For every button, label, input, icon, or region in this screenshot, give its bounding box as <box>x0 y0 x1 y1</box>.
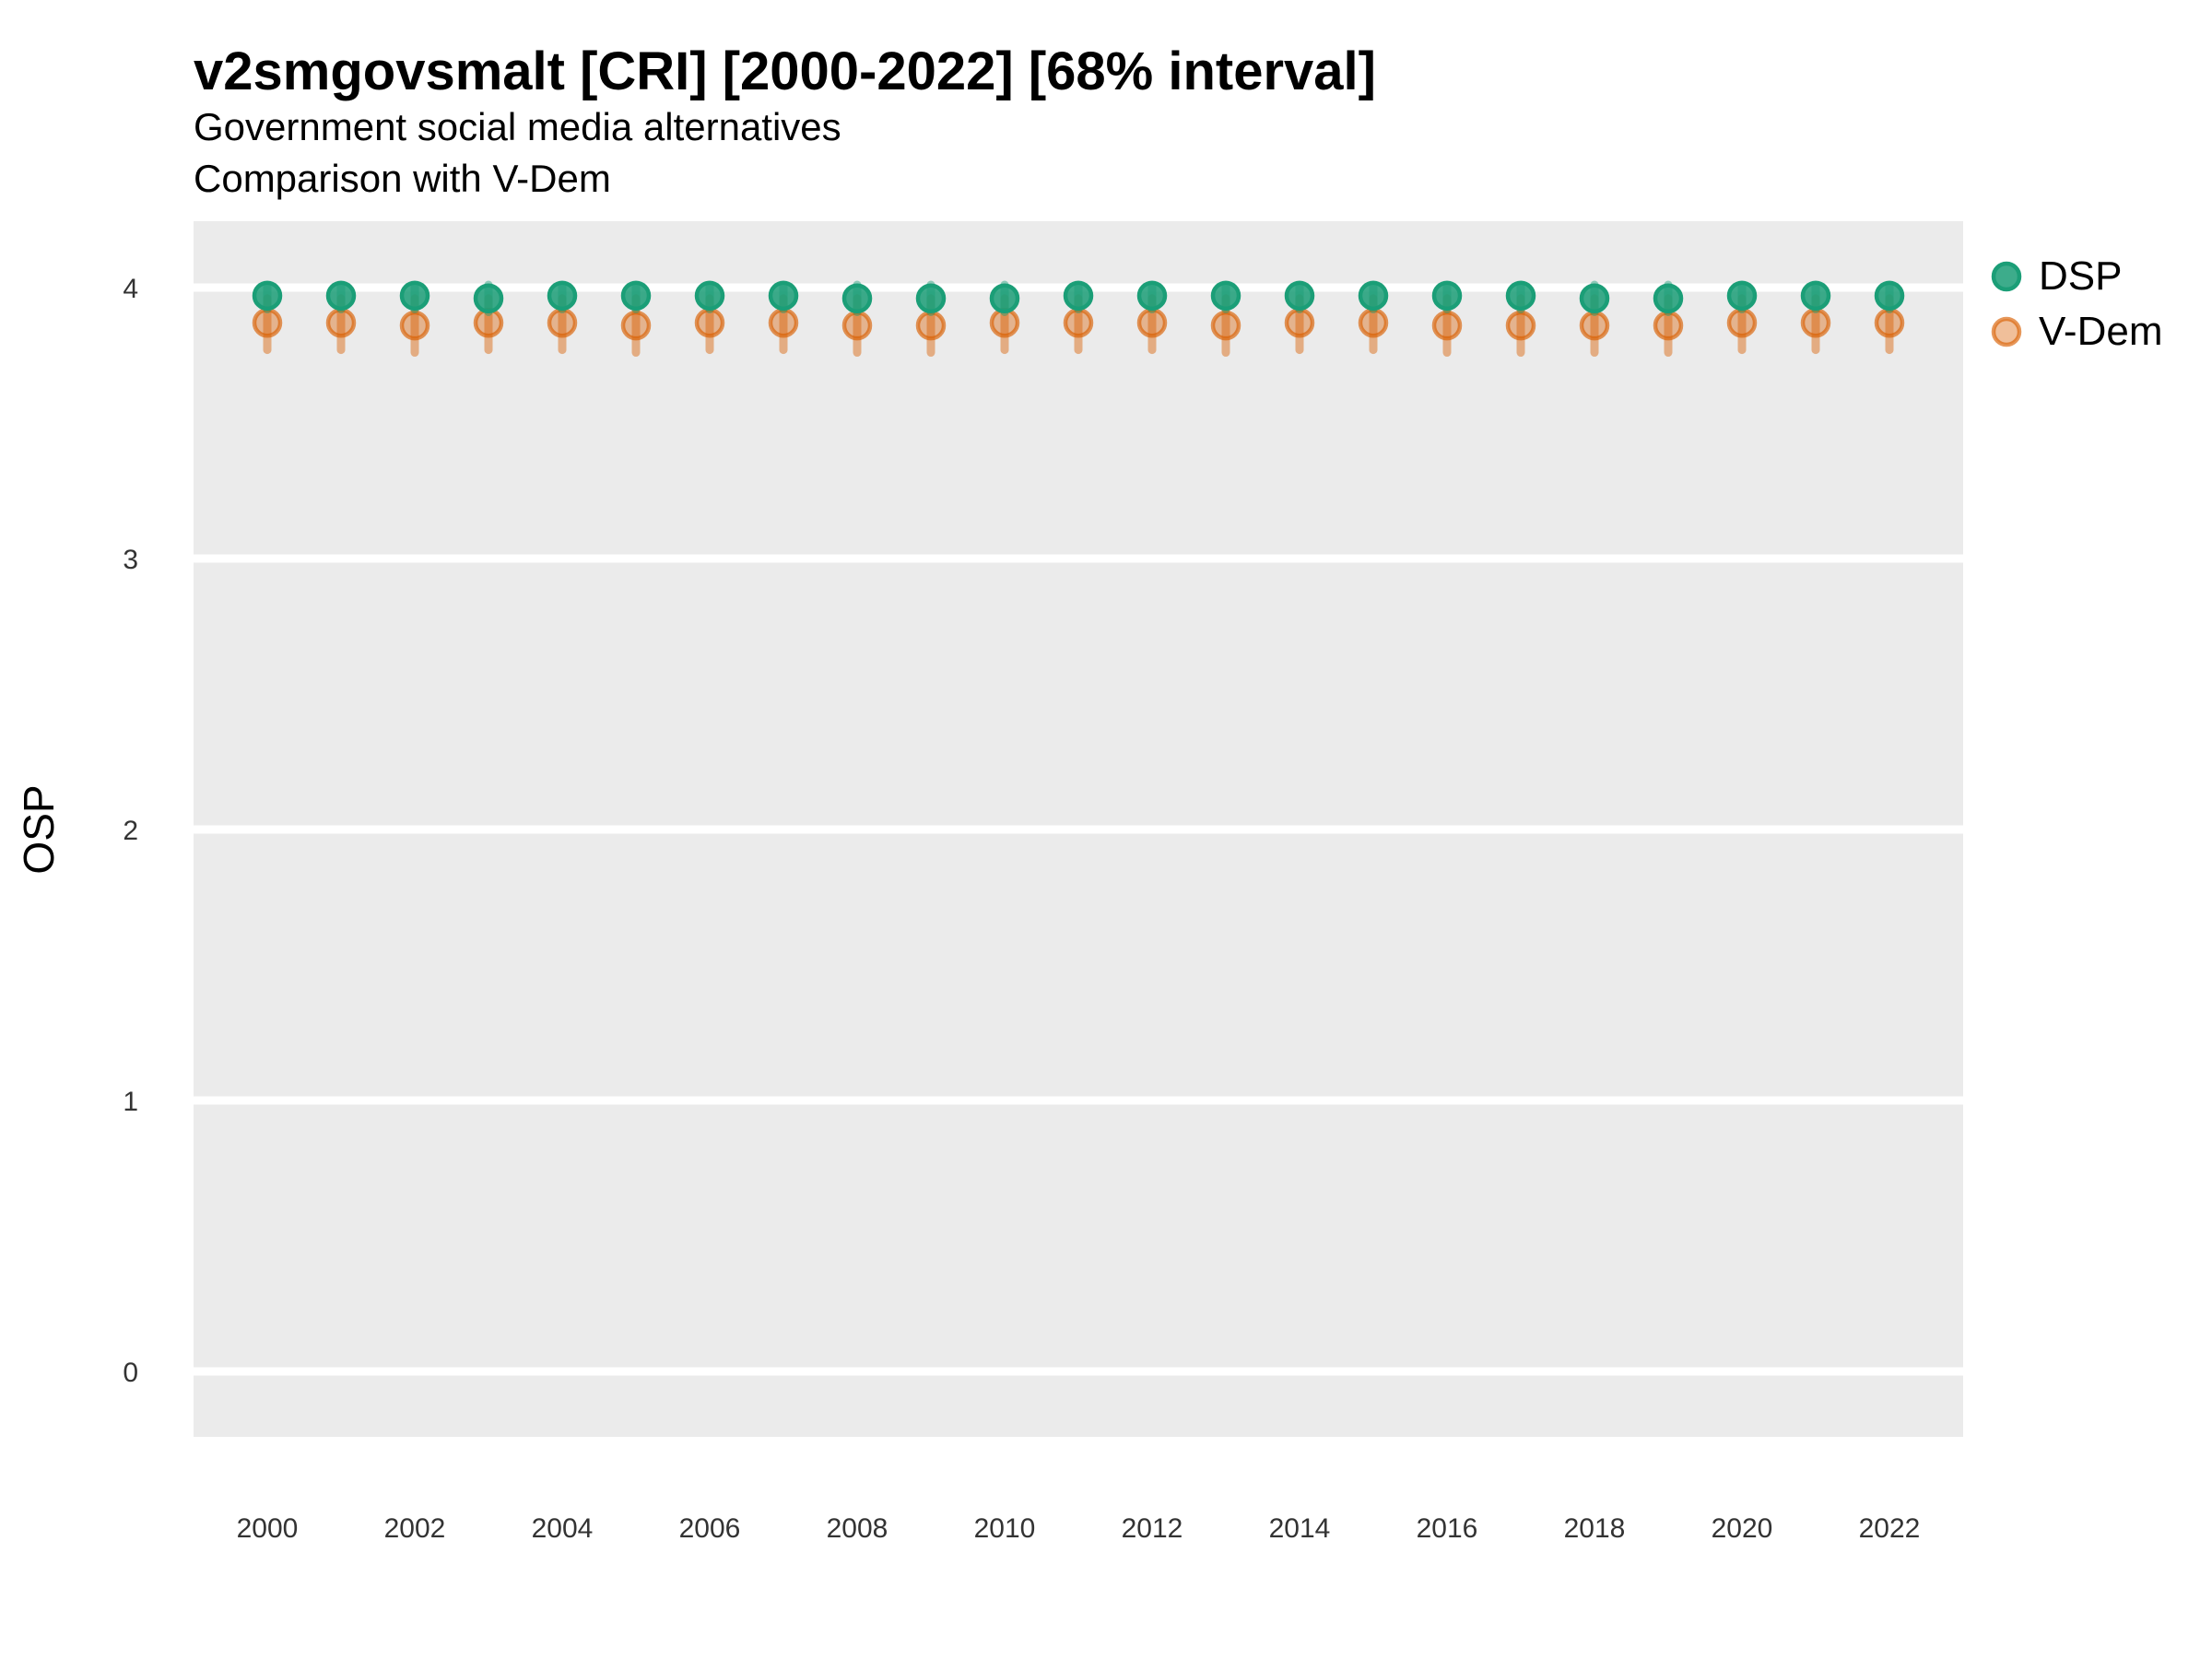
dsp-point-2020 <box>1726 280 1758 312</box>
dsp-point-2013 <box>1210 280 1241 312</box>
chart-title: v2smgovsmalt [CRI] [2000-2022] [68% inte… <box>194 41 1376 101</box>
dsp-point-2003 <box>473 283 504 314</box>
vdem-point-2016 <box>1431 310 1463 341</box>
x-tick-label-2020: 2020 <box>1712 1513 1773 1544</box>
dsp-point-2010 <box>989 283 1020 314</box>
dsp-point-2012 <box>1136 280 1168 312</box>
dsp-point-2021 <box>1800 280 1831 312</box>
legend-vdem-dot-icon <box>1991 316 2022 347</box>
y-tick-label-0: 0 <box>123 1358 138 1388</box>
legend-label-dsp: DSP <box>2039 253 2123 299</box>
legend-item-dsp: DSP <box>1987 249 2162 304</box>
x-tick-label-2006: 2006 <box>679 1513 741 1544</box>
dsp-point-2011 <box>1063 280 1094 312</box>
x-tick-label-2016: 2016 <box>1417 1513 1478 1544</box>
dsp-point-2002 <box>399 280 430 312</box>
x-tick-label-2004: 2004 <box>532 1513 594 1544</box>
x-tick-label-2014: 2014 <box>1269 1513 1331 1544</box>
dsp-point-2001 <box>325 280 357 312</box>
dsp-point-2005 <box>620 280 652 312</box>
dsp-point-2006 <box>694 280 725 312</box>
vdem-point-2005 <box>620 310 652 341</box>
y-tick-label-2: 2 <box>123 816 138 846</box>
y-axis-title: OSP <box>15 784 63 874</box>
chart-subtitle-line1: Government social media alternatives <box>194 105 841 148</box>
dsp-point-2022 <box>1874 280 1905 312</box>
legend-label-vdem: V-Dem <box>2039 309 2163 354</box>
y-tick-label-1: 1 <box>123 1087 138 1117</box>
y-tick-label-4: 4 <box>123 274 138 304</box>
dsp-point-2004 <box>547 280 578 312</box>
dsp-point-2008 <box>841 283 873 314</box>
vdem-point-2017 <box>1505 310 1536 341</box>
x-tick-label-2010: 2010 <box>974 1513 1036 1544</box>
vdem-point-2002 <box>399 310 430 341</box>
x-tick-label-2000: 2000 <box>237 1513 299 1544</box>
x-tick-label-2012: 2012 <box>1122 1513 1183 1544</box>
legend: DSP V-Dem <box>1987 249 2162 359</box>
dsp-point-2017 <box>1505 280 1536 312</box>
dsp-point-2014 <box>1284 280 1315 312</box>
dsp-point-2009 <box>915 283 947 314</box>
x-tick-label-2002: 2002 <box>384 1513 446 1544</box>
dsp-point-2016 <box>1431 280 1463 312</box>
vdem-point-2013 <box>1210 310 1241 341</box>
dsp-point-2000 <box>252 280 283 312</box>
chart-subtitle-line2: Comparison with V-Dem <box>194 157 611 200</box>
dsp-point-2019 <box>1653 283 1684 314</box>
dsp-point-2015 <box>1358 280 1389 312</box>
y-tick-label-3: 3 <box>123 545 138 575</box>
x-tick-label-2008: 2008 <box>827 1513 888 1544</box>
x-tick-label-2022: 2022 <box>1859 1513 1921 1544</box>
dsp-point-2007 <box>768 280 799 312</box>
legend-dsp-dot-icon <box>1991 261 2022 292</box>
x-tick-label-2018: 2018 <box>1564 1513 1626 1544</box>
legend-item-vdem: V-Dem <box>1987 304 2162 359</box>
dsp-point-2018 <box>1579 283 1610 314</box>
